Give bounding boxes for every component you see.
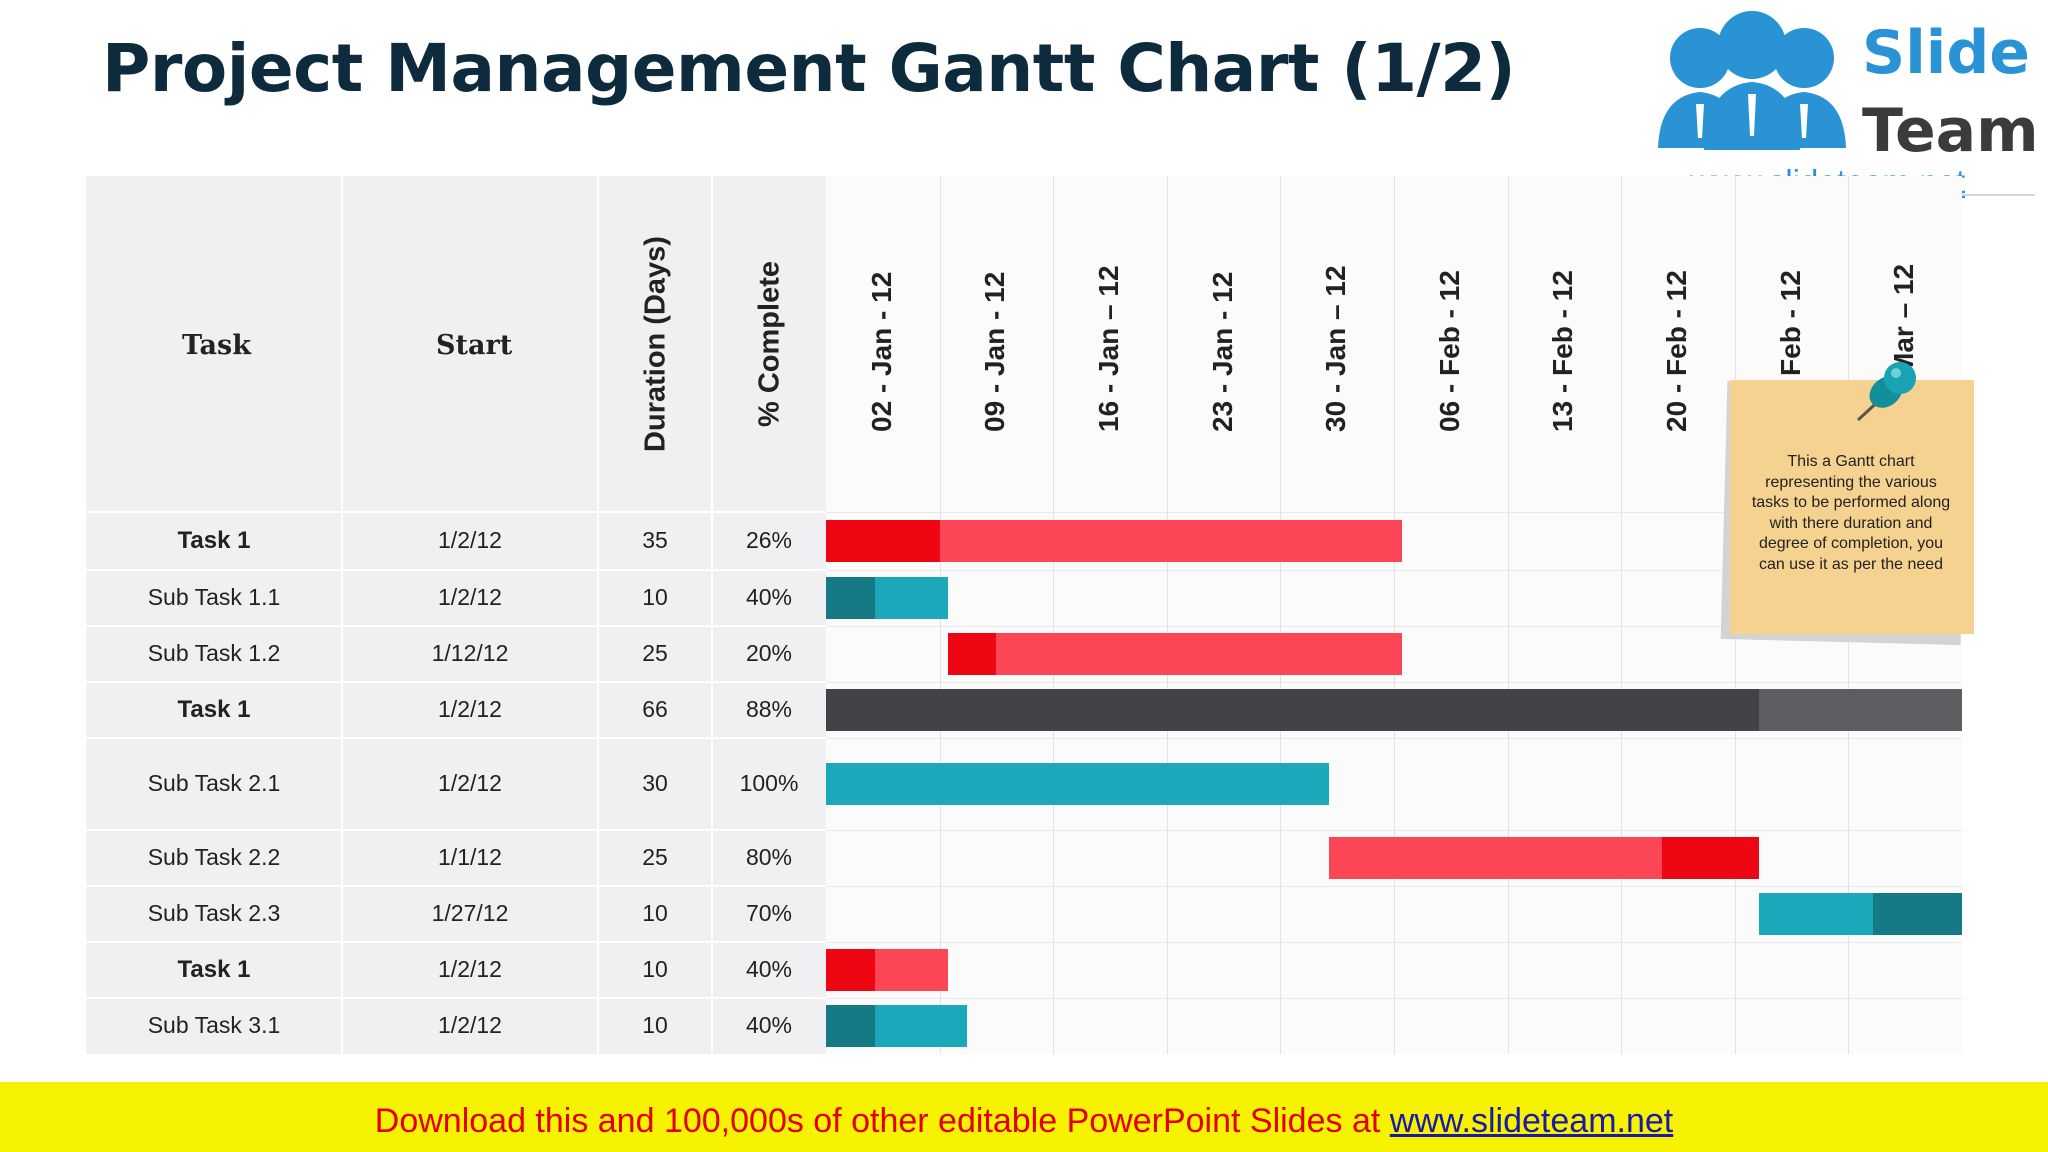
cell-start: 1/1/12 bbox=[438, 844, 502, 870]
gantt-week-gridline bbox=[1621, 176, 1622, 1054]
pushpin-icon bbox=[1856, 362, 1916, 422]
gantt-bar-complete bbox=[826, 520, 940, 562]
cell-complete: 80% bbox=[745, 844, 793, 870]
cell-complete: 40% bbox=[745, 956, 793, 982]
gantt-row-gridline bbox=[826, 942, 1962, 943]
gantt-week-gridline bbox=[1394, 176, 1395, 1054]
footer-message: Download this and 100,000s of other edit… bbox=[374, 1102, 1390, 1140]
cell-task: Sub Task 2.3 bbox=[147, 900, 281, 926]
date-label: 06 - Feb - 12 bbox=[1434, 270, 1465, 432]
date-label: 13 - Feb - 12 bbox=[1547, 270, 1578, 432]
cell-complete: 100% bbox=[739, 770, 799, 796]
gantt-row-gridline bbox=[826, 570, 1962, 571]
gantt-row-gridline bbox=[826, 830, 1962, 831]
sticky-note bbox=[1730, 380, 1974, 634]
table-column-divider bbox=[597, 176, 599, 1054]
sticky-note-text: This a Gantt chart representing the vari… bbox=[1751, 453, 1951, 573]
cell-duration: 30 bbox=[642, 770, 668, 796]
logo-word-team: Team bbox=[1862, 96, 2039, 166]
cell-start: 1/2/12 bbox=[438, 584, 502, 610]
gantt-row-gridline bbox=[826, 886, 1962, 887]
cell-task: Sub Task 2.2 bbox=[147, 844, 281, 870]
table-row-divider bbox=[86, 885, 826, 887]
footer-text: Download this and 100,000s of other edit… bbox=[0, 1102, 2048, 1141]
gantt-bar-complete bbox=[826, 1005, 875, 1047]
cell-task: Sub Task 1.1 bbox=[147, 584, 281, 610]
cell-task: Task 1 bbox=[177, 696, 251, 723]
cell-duration: 10 bbox=[642, 900, 668, 926]
header-complete: % Complete bbox=[753, 261, 786, 427]
cell-start: 1/2/12 bbox=[438, 770, 502, 796]
footer-banner bbox=[0, 1082, 2048, 1152]
cell-complete: 20% bbox=[745, 640, 793, 666]
cell-duration: 25 bbox=[642, 844, 668, 870]
gantt-week-gridline bbox=[1508, 176, 1509, 1054]
gantt-bar-complete bbox=[826, 577, 875, 619]
gantt-bar-complete bbox=[947, 633, 997, 675]
date-label: 02 - Jan - 12 bbox=[866, 271, 897, 432]
cell-complete: 88% bbox=[745, 696, 793, 722]
table-row-divider bbox=[86, 511, 826, 513]
gantt-bar[interactable] bbox=[947, 633, 1403, 675]
gantt-row-gridline bbox=[826, 738, 1962, 739]
cell-complete: 26% bbox=[745, 527, 793, 553]
cell-start: 1/2/12 bbox=[438, 1012, 502, 1038]
gantt-week-gridline bbox=[1167, 176, 1168, 1054]
gantt-bar-complete bbox=[1661, 837, 1760, 879]
cell-start: 1/2/12 bbox=[438, 527, 502, 553]
table-row-divider bbox=[86, 681, 826, 683]
cell-duration: 10 bbox=[642, 1012, 668, 1038]
cell-duration: 66 bbox=[642, 696, 668, 722]
gantt-week-gridline bbox=[1053, 176, 1054, 1054]
date-label: 20 - Feb - 12 bbox=[1661, 270, 1692, 432]
header-start: Start bbox=[436, 330, 513, 361]
header-duration: Duration (Days) bbox=[639, 236, 672, 452]
cell-duration: 10 bbox=[642, 584, 668, 610]
cell-start: 1/2/12 bbox=[438, 956, 502, 982]
cell-task: Task 1 bbox=[177, 527, 251, 554]
table-row-divider bbox=[86, 569, 826, 571]
cell-complete: 40% bbox=[745, 1012, 793, 1038]
gantt-row-gridline bbox=[826, 512, 1962, 513]
date-label: 09 - Jan - 12 bbox=[979, 271, 1010, 432]
cell-start: 1/27/12 bbox=[431, 900, 509, 926]
logo-word-slide: Slide bbox=[1862, 18, 2030, 88]
cell-start: 1/12/12 bbox=[431, 640, 509, 666]
table-row-divider bbox=[86, 737, 826, 739]
gantt-bar-complete bbox=[1872, 893, 1962, 935]
cell-task: Task 1 bbox=[177, 956, 251, 983]
gantt-bar-complete bbox=[826, 689, 1760, 731]
cell-duration: 35 bbox=[642, 527, 668, 553]
gantt-bar-complete bbox=[826, 763, 1330, 805]
table-row-divider bbox=[86, 625, 826, 627]
cell-task: Sub Task 2.1 bbox=[147, 770, 281, 796]
logo-people-icon bbox=[1658, 11, 1846, 150]
cell-complete: 40% bbox=[745, 584, 793, 610]
cell-task: Sub Task 1.2 bbox=[147, 640, 281, 666]
table-row-divider bbox=[86, 997, 826, 999]
gantt-bar-complete bbox=[826, 949, 875, 991]
table-column-divider bbox=[341, 176, 343, 1054]
cell-duration: 10 bbox=[642, 956, 668, 982]
footer-link[interactable]: www.slideteam.net bbox=[1389, 1102, 1674, 1140]
cell-start: 1/2/12 bbox=[438, 696, 502, 722]
table-row-divider bbox=[86, 829, 826, 831]
cell-complete: 70% bbox=[745, 900, 793, 926]
date-label: 16 - Jan – 12 bbox=[1093, 265, 1124, 432]
cell-duration: 25 bbox=[642, 640, 668, 666]
page-title: Project Management Gantt Chart (1/2) bbox=[102, 30, 1516, 107]
gantt-row-gridline bbox=[826, 682, 1962, 683]
table-row-divider bbox=[86, 941, 826, 943]
table-column-divider bbox=[711, 176, 713, 1054]
gantt-row-gridline bbox=[826, 626, 1962, 627]
date-label: 30 - Jan – 12 bbox=[1320, 265, 1351, 432]
header-task: Task bbox=[182, 330, 251, 361]
task-table bbox=[86, 176, 826, 1054]
gantt-week-gridline bbox=[1280, 176, 1281, 1054]
date-label: 23 - Jan - 12 bbox=[1207, 271, 1238, 432]
gantt-row-gridline bbox=[826, 998, 1962, 999]
cell-task: Sub Task 3.1 bbox=[147, 1012, 281, 1038]
